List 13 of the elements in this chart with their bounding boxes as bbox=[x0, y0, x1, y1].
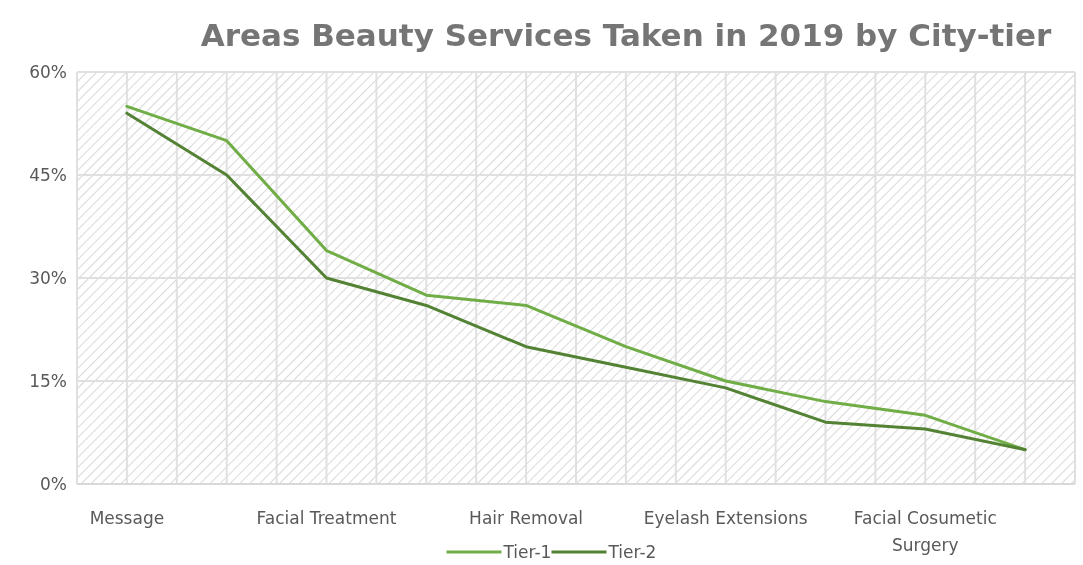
x-tick-label: Facial Treatment bbox=[256, 508, 397, 528]
x-tick-label: Facial Cosumetic Surgery bbox=[853, 508, 997, 555]
y-tick-label: 45% bbox=[29, 164, 67, 185]
y-tick-label: 15% bbox=[29, 370, 67, 391]
chart-title: Areas Beauty Services Taken in 2019 by City-tier bbox=[200, 17, 1052, 53]
legend-label: Tier-1 bbox=[502, 541, 552, 562]
y-tick-label: 60% bbox=[29, 61, 67, 82]
x-tick-label: Eyelash Extensions bbox=[643, 508, 808, 528]
x-tick-label: Message bbox=[89, 508, 165, 528]
y-tick-label: 30% bbox=[29, 267, 67, 288]
x-tick-label: Hair Removal bbox=[469, 508, 584, 528]
legend-label: Tier-2 bbox=[607, 541, 657, 562]
y-tick-label: 0% bbox=[40, 473, 67, 494]
